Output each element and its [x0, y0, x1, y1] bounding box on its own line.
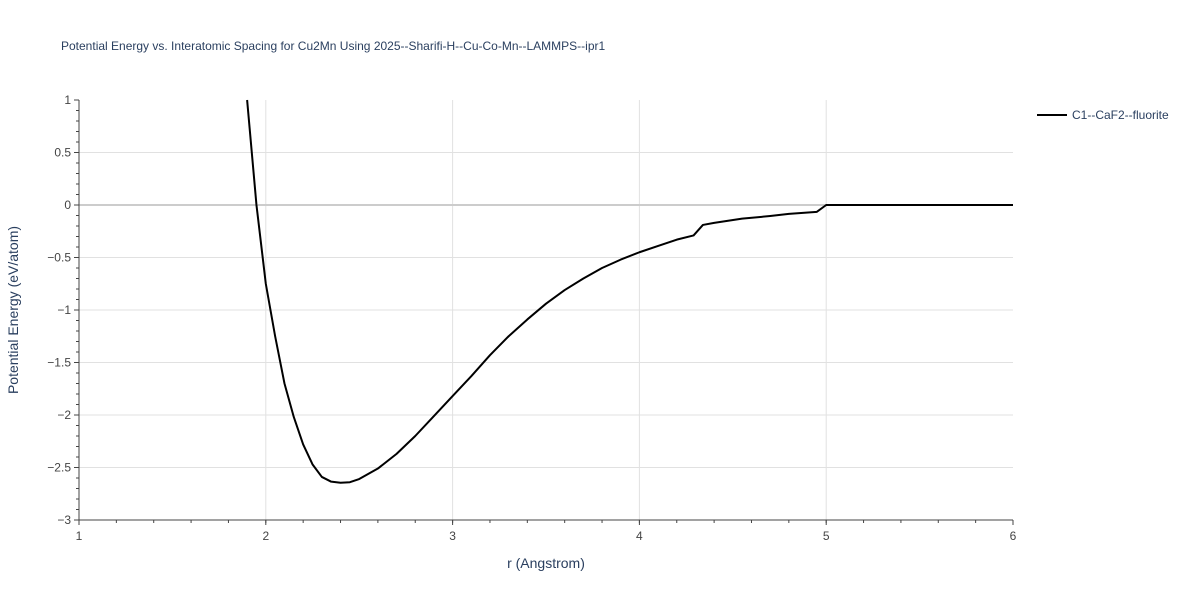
grid-lines [79, 100, 1013, 520]
x-tick-label: 4 [636, 529, 643, 543]
x-tick-label: 1 [76, 529, 83, 543]
axes [74, 99, 1014, 525]
x-tick-labels: 1 2 3 4 5 6 [76, 529, 1017, 543]
legend-label: C1--CaF2--fluorite [1072, 108, 1169, 122]
x-tick-label: 5 [823, 529, 830, 543]
x-tick-label: 3 [449, 529, 456, 543]
legend[interactable]: C1--CaF2--fluorite [1037, 108, 1169, 122]
y-tick-label: 1 [64, 93, 71, 107]
series-layer [246, 99, 1013, 484]
x-axis-title: r (Angstrom) [507, 555, 585, 571]
series-line [246, 99, 1013, 484]
y-tick-label: −2 [57, 408, 71, 422]
y-tick-label: −0.5 [47, 251, 71, 265]
y-tick-label: −2.5 [47, 461, 71, 475]
y-tick-labels: 1 0.5 0 −0.5 −1 −1.5 −2 −2.5 −3 [47, 93, 71, 527]
y-tick-label: −1.5 [47, 356, 71, 370]
y-tick-label: 0 [64, 198, 71, 212]
y-tick-label: −1 [57, 303, 71, 317]
y-tick-label: 0.5 [54, 146, 71, 160]
x-tick-label: 6 [1010, 529, 1017, 543]
x-tick-label: 2 [262, 529, 269, 543]
y-axis-title: Potential Energy (eV/atom) [5, 226, 21, 394]
chart-title: Potential Energy vs. Interatomic Spacing… [61, 39, 606, 53]
y-tick-label: −3 [57, 513, 71, 527]
